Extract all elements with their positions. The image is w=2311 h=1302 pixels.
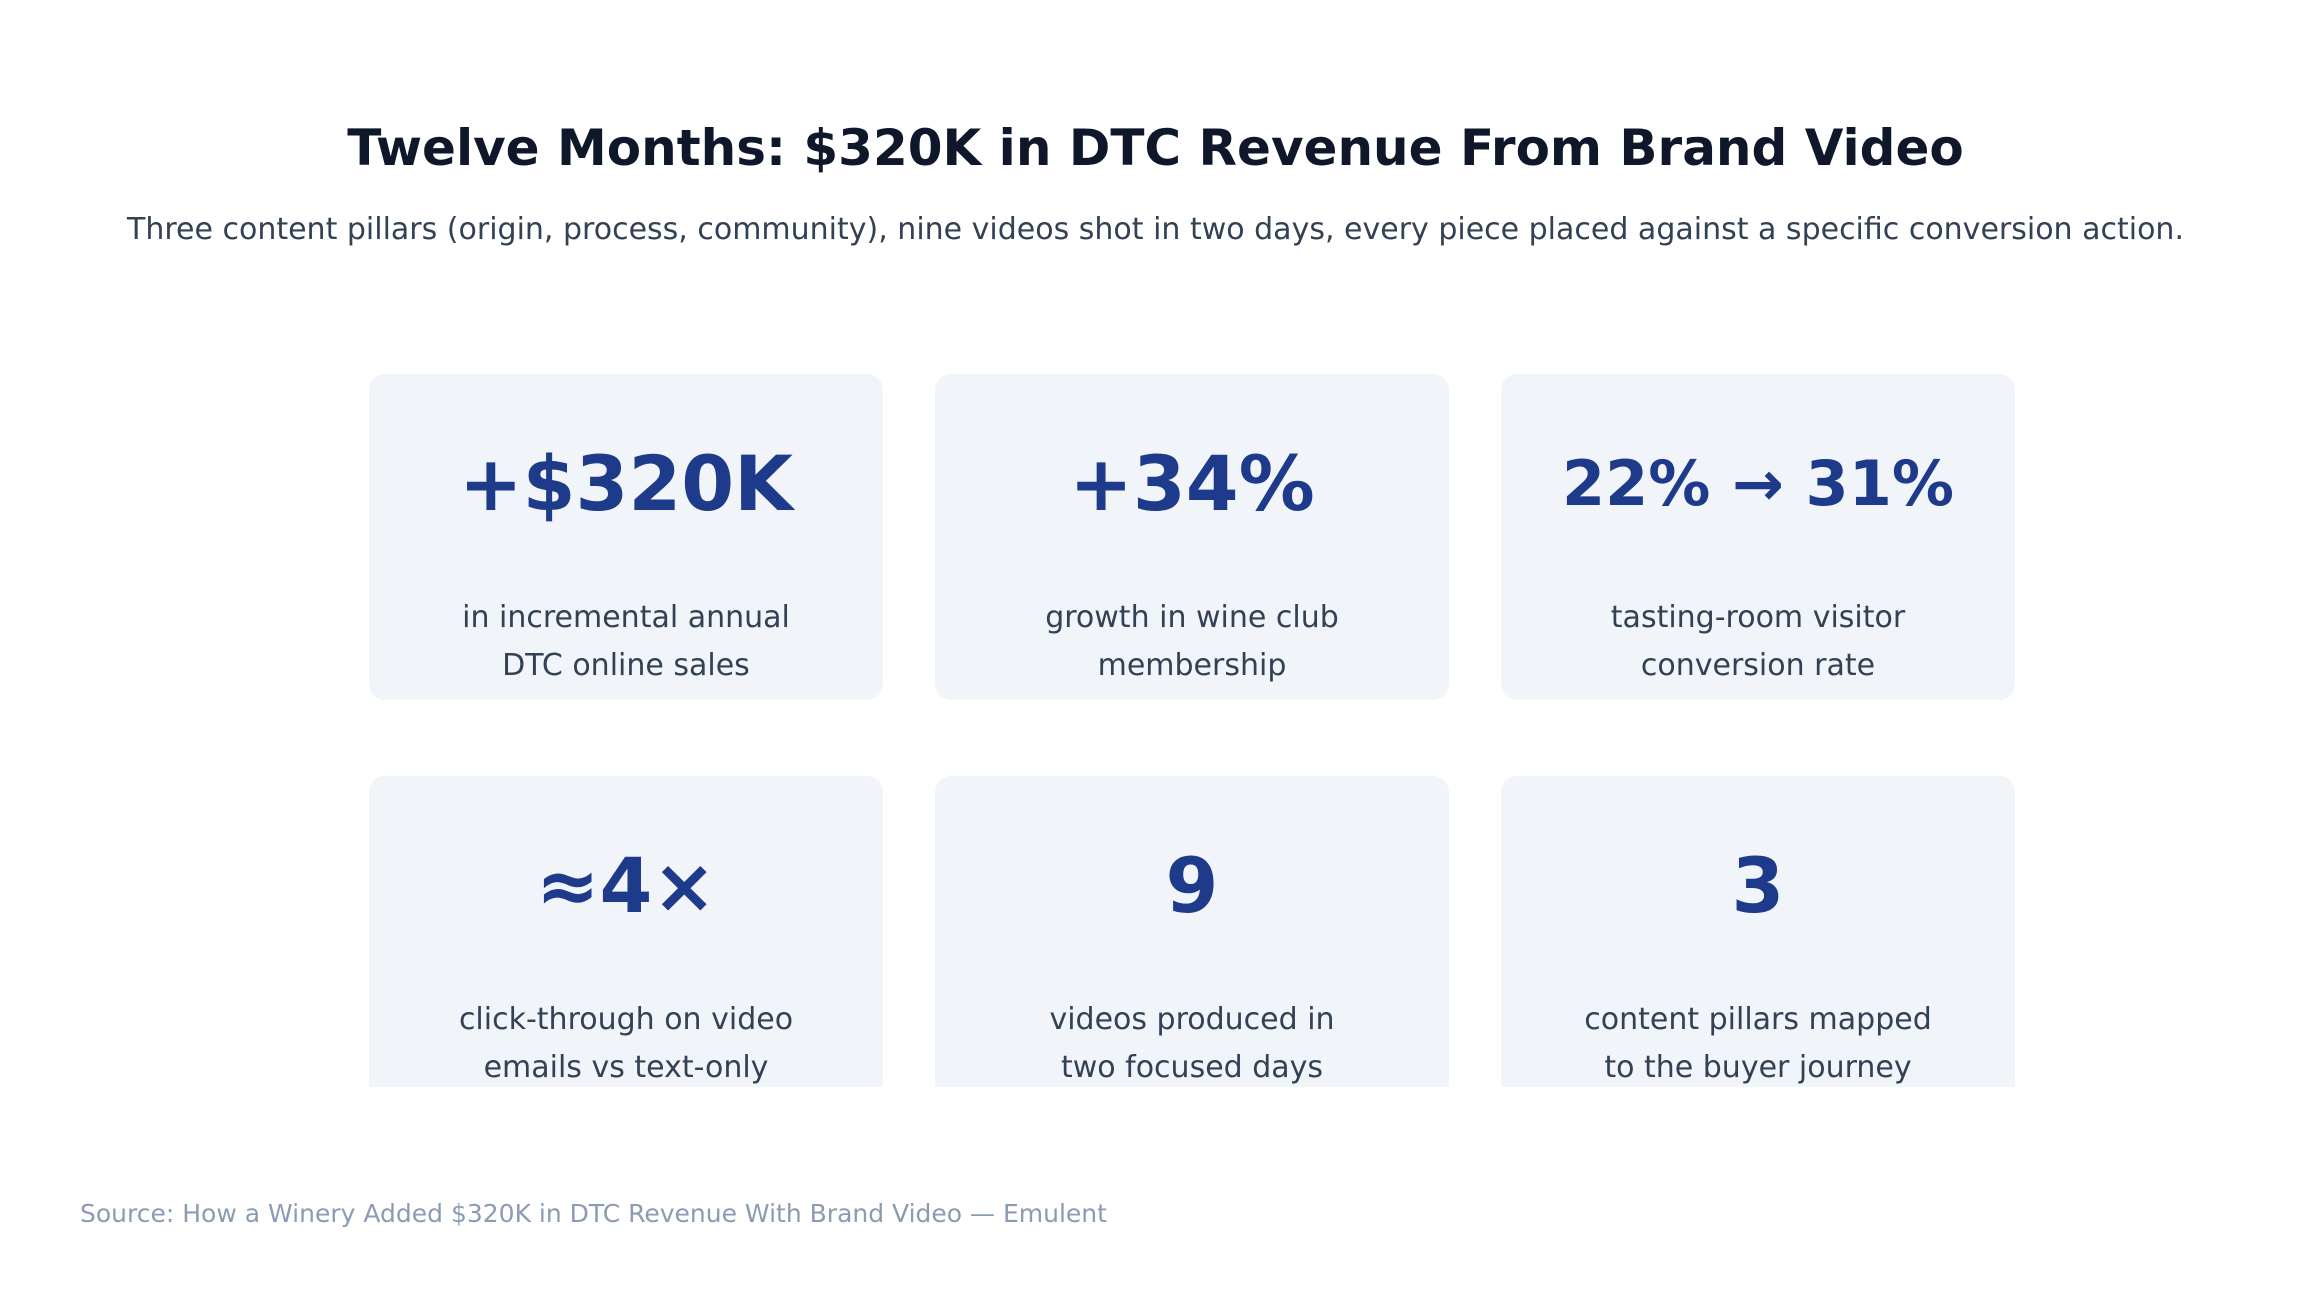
stat-label: growth in wine club membership — [1045, 600, 1339, 683]
stat-label: in incremental annual DTC online sales — [462, 600, 790, 683]
stat-value: 3 — [1731, 841, 1785, 930]
stat-card-videos-produced: 9 videos produced in two focused days — [935, 776, 1449, 1087]
stat-value: +34% — [1069, 439, 1315, 528]
page-title: Twelve Months: $320K in DTC Revenue From… — [347, 119, 1964, 177]
stat-value: ≈4× — [535, 841, 717, 930]
stat-card-content-pillars: 3 content pillars mapped to the buyer jo… — [1501, 776, 2015, 1087]
stat-label: click-through on video emails vs text-on… — [458, 1002, 794, 1085]
source-citation: Source: How a Winery Added $320K in DTC … — [80, 1199, 1107, 1228]
stat-card-revenue: +$320K in incremental annual DTC online … — [369, 374, 883, 700]
stat-card-click-through: ≈4× click-through on video emails vs tex… — [369, 776, 883, 1087]
stat-card-wine-club: +34% growth in wine club membership — [935, 374, 1449, 700]
stat-label: tasting-room visitor conversion rate — [1610, 600, 1906, 683]
stat-value: +$320K — [458, 439, 794, 528]
stat-label: videos produced in two focused days — [1049, 1002, 1335, 1085]
stat-label: content pillars mapped to the buyer jour… — [1584, 1002, 1932, 1085]
stat-value: 22% → 31% — [1562, 447, 1954, 520]
stat-value: 9 — [1165, 841, 1219, 930]
stat-card-conversion-rate: 22% → 31% tasting-room visitor conversio… — [1501, 374, 2015, 700]
page-subtitle: Three content pillars (origin, process, … — [127, 212, 2184, 247]
